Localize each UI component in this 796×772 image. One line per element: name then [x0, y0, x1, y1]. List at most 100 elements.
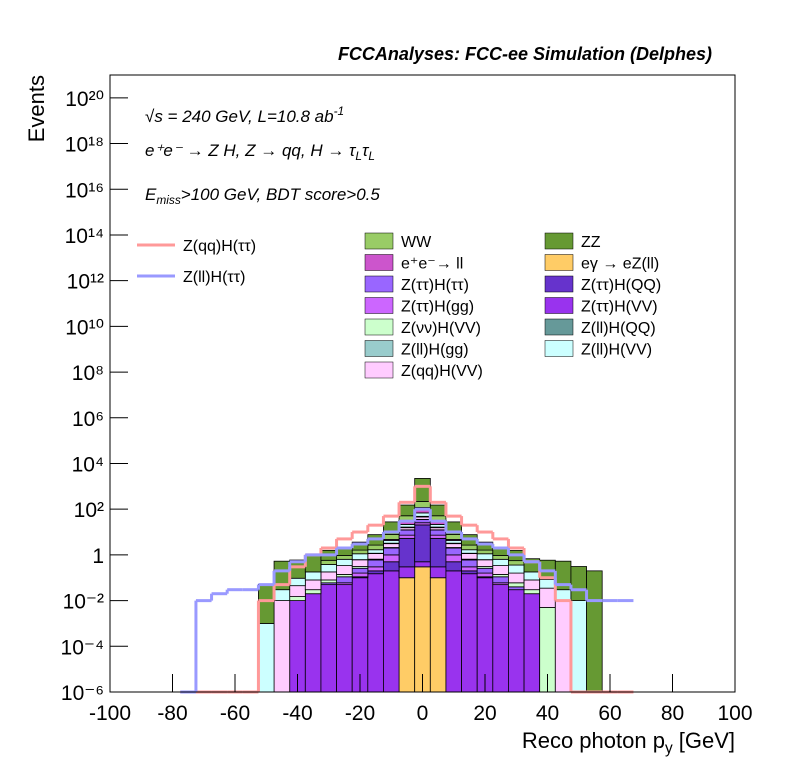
histogram-bar — [476, 567, 494, 574]
text-part: >100 GeV, BDT score>0.5 — [181, 185, 381, 204]
histogram-bar — [383, 561, 400, 572]
histogram-bar — [414, 478, 431, 502]
legend-swatch — [544, 297, 574, 314]
histogram-bar — [429, 529, 447, 536]
histogram-bar — [476, 553, 494, 561]
legend-label: Z(qq)H(ττ) — [183, 238, 256, 255]
legend-swatch — [544, 340, 574, 357]
histogram-bar — [336, 565, 353, 575]
x-tick-label: 100 — [717, 702, 752, 725]
x-tick-label: 80 — [661, 702, 684, 725]
legend-label: Z(ll)H(QQ) — [581, 320, 656, 337]
legend-label: eγ → eZ(ll) — [581, 256, 659, 273]
histogram-bar — [429, 504, 447, 517]
y-tick-label: 10⁴ — [72, 453, 104, 476]
text-part: e⁺e⁻ → Z H, Z → qq, H → τ — [145, 141, 357, 160]
legend-swatch — [364, 340, 394, 357]
histogram-bar — [336, 555, 353, 560]
histogram-bar — [383, 543, 400, 548]
histogram-bar — [398, 534, 416, 539]
histogram-bar — [414, 519, 431, 524]
histogram-bar — [414, 561, 431, 568]
x-tick-label: 60 — [598, 702, 621, 725]
histogram-bar — [367, 573, 384, 693]
legend-swatch — [364, 254, 394, 271]
histogram-bar — [351, 572, 369, 578]
x-tick-label: 40 — [536, 702, 559, 725]
histogram-bar — [445, 554, 462, 563]
y-tick-label: 10¹² — [67, 271, 104, 294]
histogram-bar — [289, 577, 306, 587]
histogram-bar — [398, 504, 416, 517]
y-tick-label: 10⁸ — [72, 362, 104, 385]
histogram-bar — [445, 543, 462, 548]
legend-swatch — [364, 318, 394, 336]
y-tick-label: 10¹⁴ — [65, 225, 104, 248]
text-script: L — [368, 149, 375, 163]
histogram-bar — [367, 570, 384, 575]
histogram-bar — [383, 554, 400, 563]
histogram-bar — [508, 589, 525, 693]
text-part: τ — [362, 141, 370, 160]
histogram-bar — [508, 560, 525, 566]
x-tick-label: 0 — [417, 702, 429, 725]
histogram-bar — [398, 537, 416, 568]
histogram-bar — [273, 589, 291, 601]
legend-label: e⁺e⁻→ ll — [401, 256, 463, 273]
histogram-bar — [461, 553, 478, 560]
histogram-bar — [445, 561, 462, 572]
histogram-bar — [414, 566, 431, 693]
histogram-bar — [367, 553, 384, 560]
legend-swatch — [364, 232, 394, 250]
y-tick-label: 10⁻⁴ — [61, 636, 104, 659]
histogram-bar — [320, 564, 337, 573]
histogram-bar — [414, 512, 431, 517]
histogram-bar — [304, 593, 322, 693]
histogram-bar — [429, 534, 447, 539]
histogram-bar — [320, 579, 337, 584]
histogram-bar — [258, 623, 275, 693]
histogram-bar — [383, 534, 400, 540]
legend-label: ZZ — [581, 234, 601, 251]
text-script: -1 — [334, 104, 345, 118]
legend-label: WW — [401, 234, 432, 251]
histogram-bar — [351, 549, 369, 555]
legend-label: Z(ll)H(VV) — [581, 342, 652, 359]
x-tick-label: -60 — [220, 702, 250, 725]
legend-label: Z(ττ)H(QQ) — [581, 277, 661, 294]
x-tick-label: -80 — [157, 702, 187, 725]
legend-label: Z(ττ)H(VV) — [581, 299, 658, 316]
histogram-bar — [336, 584, 353, 693]
histogram-bar — [570, 600, 587, 693]
histogram-bar — [445, 534, 462, 540]
text-script: y — [665, 740, 673, 757]
x-tick-label: -40 — [282, 702, 312, 725]
histogram-bar — [320, 571, 337, 581]
x-tick-label: -20 — [345, 702, 375, 725]
legend-swatch — [364, 361, 394, 379]
histogram-bar — [336, 558, 353, 566]
y-tick-label: 10⁻⁶ — [61, 682, 104, 705]
text-script: miss — [156, 193, 180, 207]
legend-label: Z(ll)H(gg) — [401, 342, 469, 359]
histogram-bar — [461, 544, 478, 551]
y-tick-label: 1 — [92, 545, 104, 568]
histogram-bar — [445, 570, 462, 693]
y-tick-label: 10²⁰ — [65, 88, 104, 111]
histogram-bar — [336, 576, 353, 584]
histogram-bar — [508, 564, 525, 574]
rich-text: √s = 240 GeV, L=10.8 ab-1 — [145, 104, 344, 126]
histogram-bar — [523, 579, 541, 591]
text-part: E — [145, 185, 157, 204]
text-part: [GeV] — [673, 728, 735, 753]
histogram-bar — [367, 544, 384, 551]
legend-label: Z(ll)H(ττ) — [183, 269, 245, 286]
histogram-bar — [304, 554, 322, 573]
rich-text: Emiss>100 GeV, BDT score>0.5 — [145, 185, 380, 207]
histogram-bar — [289, 585, 306, 597]
histogram-bar — [570, 566, 587, 601]
histogram-bar — [414, 524, 431, 563]
histogram-bar — [398, 577, 416, 693]
histogram-bar — [508, 586, 525, 591]
histogram-bar — [554, 600, 572, 693]
